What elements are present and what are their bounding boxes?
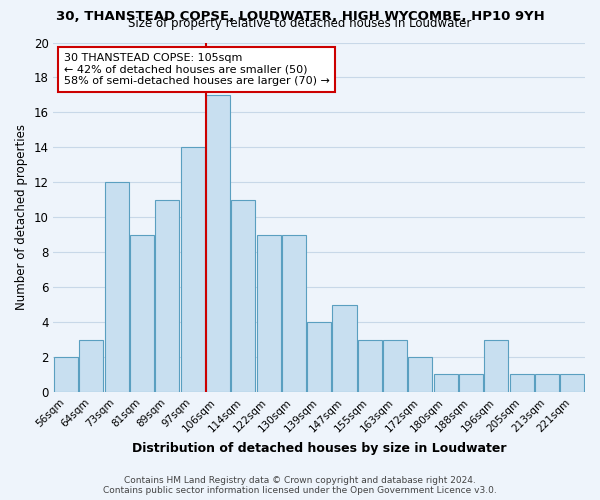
Bar bbox=[155, 200, 179, 392]
Bar bbox=[104, 182, 129, 392]
Bar bbox=[332, 304, 356, 392]
Bar bbox=[358, 340, 382, 392]
Bar bbox=[257, 234, 281, 392]
Bar bbox=[282, 234, 306, 392]
Bar bbox=[206, 95, 230, 392]
Bar bbox=[535, 374, 559, 392]
Bar bbox=[383, 340, 407, 392]
Bar bbox=[181, 148, 205, 392]
Bar bbox=[130, 234, 154, 392]
Bar bbox=[509, 374, 534, 392]
Bar bbox=[79, 340, 103, 392]
Text: 30, THANSTEAD COPSE, LOUDWATER, HIGH WYCOMBE, HP10 9YH: 30, THANSTEAD COPSE, LOUDWATER, HIGH WYC… bbox=[56, 10, 544, 23]
Bar bbox=[409, 357, 433, 392]
Y-axis label: Number of detached properties: Number of detached properties bbox=[15, 124, 28, 310]
Bar bbox=[54, 357, 78, 392]
Text: Contains HM Land Registry data © Crown copyright and database right 2024.
Contai: Contains HM Land Registry data © Crown c… bbox=[103, 476, 497, 495]
Bar bbox=[434, 374, 458, 392]
Bar bbox=[459, 374, 483, 392]
Bar bbox=[484, 340, 508, 392]
Text: 30 THANSTEAD COPSE: 105sqm
← 42% of detached houses are smaller (50)
58% of semi: 30 THANSTEAD COPSE: 105sqm ← 42% of deta… bbox=[64, 53, 330, 86]
Bar bbox=[231, 200, 255, 392]
X-axis label: Distribution of detached houses by size in Loudwater: Distribution of detached houses by size … bbox=[132, 442, 506, 455]
Text: Size of property relative to detached houses in Loudwater: Size of property relative to detached ho… bbox=[128, 18, 472, 30]
Bar bbox=[560, 374, 584, 392]
Bar bbox=[307, 322, 331, 392]
